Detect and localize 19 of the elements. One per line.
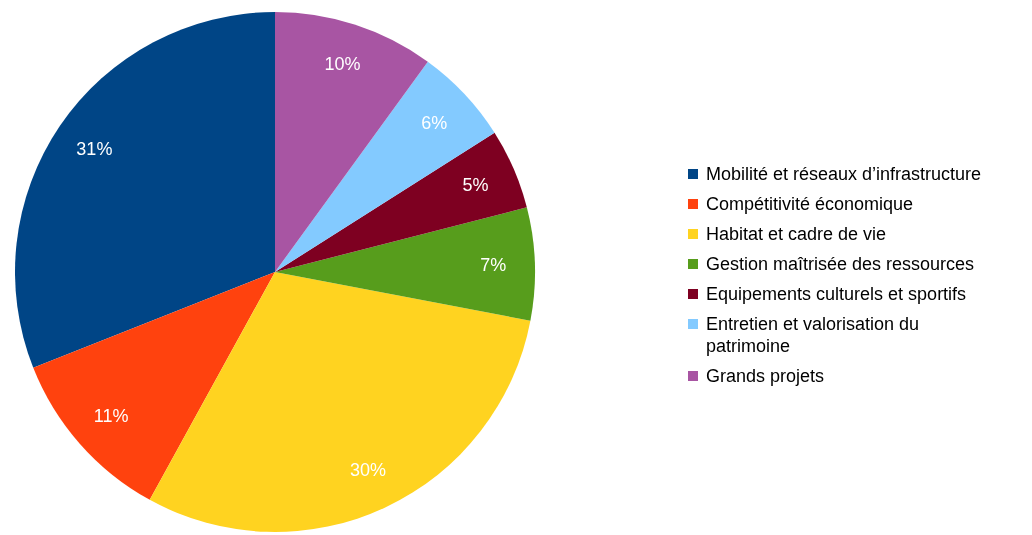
legend-label: Gestion maîtrisée des ressources: [706, 254, 975, 274]
pie-slice: [275, 132, 527, 272]
data-label: 31%: [76, 139, 113, 160]
legend-label: Equipements culturels et sportifs: [706, 284, 967, 304]
data-label: 11%: [93, 406, 129, 427]
data-label: 10%: [324, 54, 361, 75]
data-label: 6%: [421, 112, 448, 133]
legend-label: Grands projets: [706, 366, 825, 386]
legend-label: Mobilité et réseaux d’infrastructure: [706, 164, 982, 184]
pie-slice: [15, 12, 275, 368]
data-label: 7%: [480, 255, 507, 276]
pie-slice: [33, 272, 275, 500]
pie-slice: [275, 207, 535, 321]
data-label: 5%: [462, 175, 489, 196]
legend-label: Compétitivité économique: [706, 194, 914, 214]
pie-slice: [149, 272, 531, 532]
legend-label: Habitat et cadre de vie: [706, 224, 887, 244]
data-label: 30%: [349, 459, 387, 480]
legend-label: Entretien et valorisation du patrimoine: [706, 314, 920, 356]
